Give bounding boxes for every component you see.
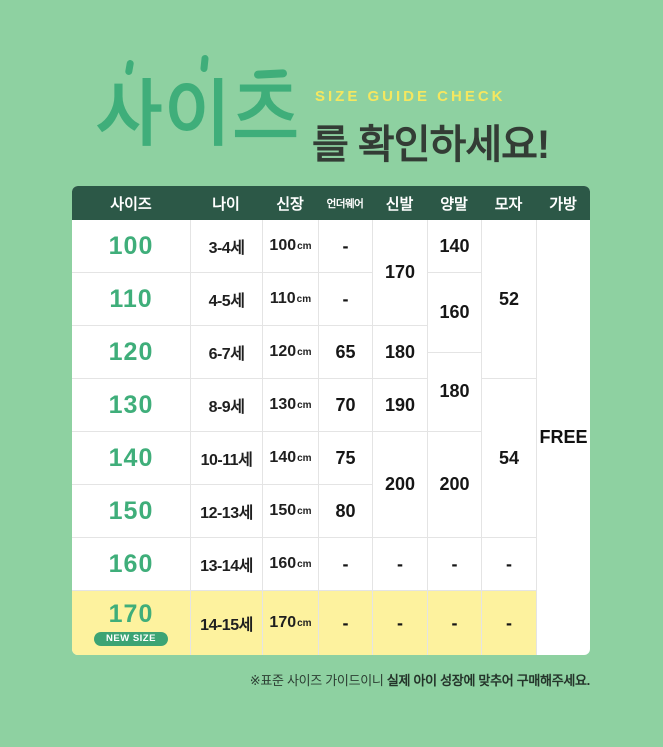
column-height: 신장 100 cm 110 cm 120 cm 130 cm 140 cm 150 cm 1… [262,186,318,655]
socks-cell: 160 [428,273,481,353]
deco-tick-icon [200,54,209,73]
height-unit: cm [297,240,312,252]
socks-cell: 200 [428,432,481,538]
size-cell: 140 [72,432,190,485]
column-header-height: 신장 [262,186,318,220]
age-cell: 6-7세 [191,326,262,379]
shoes-cell: - [373,538,427,591]
column-header-size: 사이즈 [72,186,190,220]
column-header-age: 나이 [190,186,262,220]
height-unit: cm [297,452,312,464]
height-cell: 100 cm [263,220,318,273]
hat-cell: - [482,538,536,591]
hat-cell: - [482,591,536,655]
underwear-cell: 75 [319,432,372,485]
age-cell: 8-9세 [191,379,262,432]
height-unit: cm [297,558,312,570]
column-header-bag: 가방 [536,186,590,220]
column-socks: 양말 140 160 180 200 - - [427,186,481,655]
shoes-cell: 200 [373,432,427,538]
age-cell: 13-14세 [191,538,262,591]
footnote-emphasis: 실제 아이 성장에 맞추어 구매해주세요. [386,673,590,688]
height-cell: 110 cm [263,273,318,326]
height-value: 100 [269,237,297,254]
height-unit: cm [297,505,312,517]
height-unit: cm [296,293,312,305]
height-unit: cm [297,617,312,629]
age-cell: 3-4세 [191,220,262,273]
shoes-cell: - [373,591,427,655]
underwear-cell: - [319,273,372,326]
height-value: 170 [269,614,297,631]
height-value: 150 [269,502,297,519]
age-cell: 12-13세 [191,485,262,538]
height-value: 140 [269,449,297,466]
bag-cell: FREE [539,427,588,447]
socks-cell: 180 [428,353,481,432]
underwear-cell: - [319,538,372,591]
size-cell: 120 [72,326,190,379]
column-header-socks: 양말 [427,186,481,220]
height-cell: 120 cm [263,326,318,379]
socks-cell: - [428,591,481,655]
column-hat: 모자 52 54 - - [481,186,536,655]
page-subtitle-en: SIZE GUIDE CHECK [315,88,506,105]
height-value: 130 [269,396,297,413]
height-value: 110 [269,290,296,307]
size-value: 170 [108,599,154,628]
underwear-cell: 80 [319,485,372,538]
size-cell: 100 [72,220,190,273]
height-value: 160 [269,555,297,572]
underwear-cell: - [319,220,372,273]
size-cell: 110 [72,273,190,326]
column-bag: 가방 FREE [536,186,590,655]
footnote: ※표준 사이즈 가이드이니 실제 아이 성장에 맞추어 구매해주세요. [72,670,591,689]
height-unit: cm [297,399,312,411]
height-unit: cm [297,346,312,358]
column-size: 사이즈 100 110 120 130 140 150 160 170 NEW … [72,186,190,655]
deco-tick-icon [124,59,135,76]
hat-cell: 52 [482,220,536,379]
socks-cell: 140 [428,220,481,273]
size-cell: 150 [72,485,190,538]
footnote-prefix: ※표준 사이즈 가이드이니 [249,673,387,688]
shoes-cell: 190 [373,379,427,432]
page-title: 사이즈 [96,75,301,155]
size-guide-table: 사이즈 100 110 120 130 140 150 160 170 NEW … [72,186,590,655]
height-cell: 140 cm [263,432,318,485]
height-cell: 170 cm [263,591,318,655]
shoes-cell: 180 [373,326,427,379]
age-cell: 4-5세 [191,273,262,326]
size-cell: 160 [72,538,190,591]
column-age: 나이 3-4세 4-5세 6-7세 8-9세 10-11세 12-13세 13-… [190,186,262,655]
underwear-cell: - [319,591,372,655]
page-title-suffix: 를 확인하세요! [312,123,550,167]
column-header-hat: 모자 [481,186,536,220]
age-cell: 14-15세 [191,591,262,655]
height-cell: 160 cm [263,538,318,591]
column-shoes: 신발 170 180 190 200 - - [372,186,427,655]
height-value: 120 [269,343,297,360]
underwear-cell: 65 [319,326,372,379]
underwear-cell: 70 [319,379,372,432]
age-cell: 10-11세 [191,432,262,485]
size-cell-new: 170 NEW SIZE [72,591,190,655]
column-underwear: 언더웨어 - - 65 70 75 80 - - [318,186,372,655]
height-cell: 150 cm [263,485,318,538]
size-cell: 130 [72,379,190,432]
shoes-cell: 170 [373,220,427,326]
height-cell: 130 cm [263,379,318,432]
hat-cell: 54 [482,379,536,538]
socks-cell: - [428,538,481,591]
column-header-underwear: 언더웨어 [318,186,372,220]
column-header-shoes: 신발 [372,186,427,220]
new-size-badge: NEW SIZE [94,631,168,647]
